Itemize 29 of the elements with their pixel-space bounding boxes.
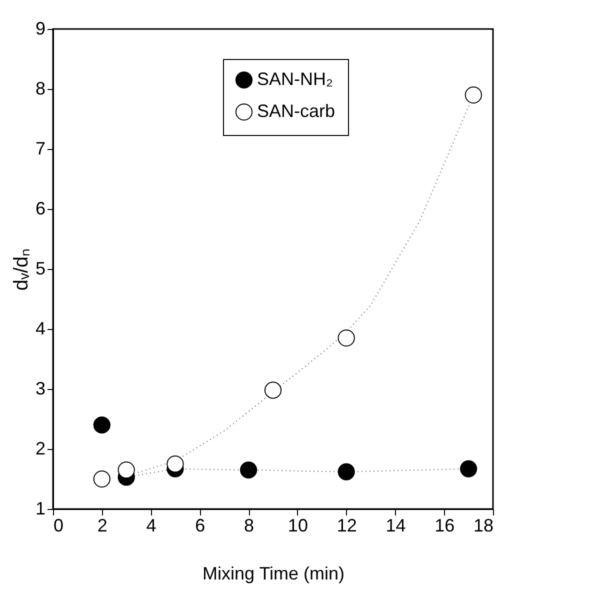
y-tick-label: 2 — [35, 438, 46, 458]
x-tick-label: 2 — [97, 516, 108, 536]
y-axis-title: dᵥ/dₙ — [10, 248, 32, 291]
y-tick-label: 5 — [35, 258, 46, 278]
legend-label: SAN-carb — [257, 101, 336, 121]
x-tick-label: 6 — [195, 516, 206, 536]
x-tick-label: 18 — [473, 516, 494, 536]
y-tick-label: 8 — [35, 78, 46, 98]
y-tick-label: 1 — [35, 498, 46, 518]
point — [166, 455, 184, 473]
x-tick-label: 8 — [244, 516, 254, 536]
y-tick-label: 9 — [35, 18, 46, 38]
x-tick-label: 16 — [434, 516, 455, 536]
point — [240, 461, 258, 479]
x-tick-label: 10 — [288, 516, 308, 536]
x-axis-title: Mixing Time (min) — [202, 564, 345, 584]
x-tick-label: 12 — [336, 516, 357, 536]
point — [118, 461, 135, 479]
legend-label: SAN-NH₂ — [257, 69, 334, 89]
x-tick-label: 0 — [54, 516, 64, 536]
point — [460, 460, 478, 478]
point — [93, 416, 110, 434]
y-tick-label: 7 — [35, 138, 46, 158]
point — [338, 463, 355, 480]
y-tick-label: 6 — [35, 198, 46, 218]
x-tick-label: 4 — [146, 516, 156, 536]
y-tick-label: 4 — [35, 318, 46, 338]
y-tick-label: 3 — [35, 378, 46, 398]
x-tick-label: 14 — [386, 516, 406, 536]
